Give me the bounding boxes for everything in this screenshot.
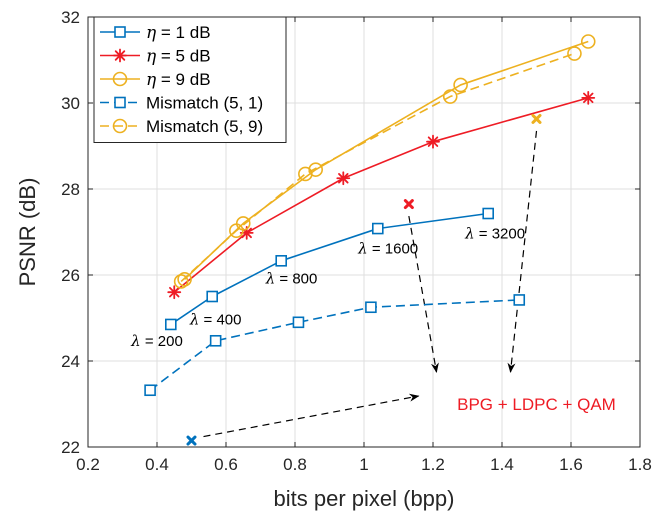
data-point: [275, 255, 288, 267]
lambda-value: = 400: [199, 311, 241, 328]
y-tick-label: 26: [61, 266, 80, 285]
data-point: [426, 134, 440, 149]
lambda-symbol: λ: [130, 332, 141, 350]
data-point: [581, 90, 596, 105]
legend-label: Mismatch (5, 9): [146, 117, 263, 136]
axis-ticks: 0.2 0.4 0.6 0.8 1 1.2 1.4 1.6 1.8 22 24 26 28 30 32: [61, 8, 652, 474]
legend-text: Mismatch (5, 1): [146, 94, 263, 113]
legend-entry: η = 5 dB: [100, 47, 211, 67]
lambda-label: λ = 200: [130, 332, 183, 350]
x-tick-label: 0.2: [76, 455, 100, 474]
annotation-arrow: [408, 215, 439, 373]
data-point: [365, 301, 377, 314]
data-point: [209, 334, 222, 347]
x-axis-label: bits per pixel (bpp): [274, 486, 455, 511]
data-point: [371, 222, 384, 235]
bpg-ldpc-qam-label: BPG + LDPC + QAM: [457, 395, 616, 414]
legend-symbol: η: [146, 70, 157, 90]
y-tick-label: 24: [61, 352, 80, 371]
series-1: [165, 207, 495, 331]
legend-entry: η = 9 dB: [100, 70, 211, 90]
data-point: [336, 171, 351, 186]
lambda-label: λ = 3200: [464, 224, 525, 242]
x-tick-label: 1.8: [628, 455, 652, 474]
legend-text: = 1 dB: [156, 23, 210, 42]
lambda-value: = 800: [275, 271, 317, 288]
lambda-symbol: λ: [464, 224, 475, 242]
y-tick-label: 22: [61, 438, 80, 457]
data-point: [453, 77, 468, 93]
legend-marker: [112, 118, 128, 134]
bpg-points: [186, 113, 542, 446]
x-tick-label: 0.6: [214, 455, 238, 474]
x-tick-label: 1.6: [559, 455, 583, 474]
data-point: [292, 316, 305, 329]
bpg-point: [186, 435, 197, 446]
annotation-arrow: [203, 393, 420, 438]
legend-text: = 9 dB: [156, 70, 210, 89]
x-tick-label: 1.4: [490, 455, 514, 474]
lambda-value: = 3200: [475, 225, 525, 242]
legend-text: Mismatch (5, 9): [146, 117, 263, 136]
data-point: [298, 166, 313, 182]
legend-marker: [114, 96, 126, 109]
y-axis-label: PSNR (dB): [15, 178, 40, 287]
legend-entry: Mismatch (5, 1): [100, 94, 263, 113]
legend-marker: [112, 71, 128, 87]
legend-label: Mismatch (5, 1): [146, 94, 263, 113]
bpg-point: [403, 199, 414, 210]
bpg-point: [531, 113, 542, 124]
data-point: [165, 318, 177, 331]
legend-entry: η = 1 dB: [100, 23, 211, 43]
x-tick-label: 0.8: [283, 455, 307, 474]
data-point: [229, 223, 244, 239]
lambda-symbol: λ: [357, 240, 368, 258]
legend-marker: [114, 26, 126, 38]
data-point: [567, 46, 582, 61]
legend-label: η = 1 dB: [146, 23, 211, 43]
lambda-label: λ = 800: [265, 270, 318, 288]
series-group: [144, 34, 596, 397]
series-5: [173, 46, 582, 289]
y-tick-label: 30: [61, 94, 80, 113]
legend-marker: [113, 48, 127, 63]
legend-symbol: η: [146, 23, 157, 43]
lambda-label: λ = 1600: [357, 240, 418, 258]
legend-text: = 5 dB: [156, 47, 210, 66]
series-4: [144, 294, 526, 397]
lambda-label: λ = 400: [189, 310, 242, 328]
y-tick-label: 32: [61, 8, 80, 27]
data-point: [206, 290, 218, 303]
x-tick-label: 1: [359, 455, 368, 474]
annotation-arrow: [507, 130, 538, 373]
legend-label: η = 5 dB: [146, 47, 211, 67]
data-point: [442, 89, 458, 104]
x-tick-label: 0.4: [145, 455, 169, 474]
annotation-arrows: [203, 130, 538, 438]
lambda-symbol: λ: [189, 310, 200, 328]
data-point: [513, 294, 526, 306]
data-point: [167, 285, 182, 300]
lambda-symbol: λ: [265, 270, 276, 288]
series-line: [180, 52, 575, 283]
data-point: [580, 34, 596, 49]
series-line: [170, 212, 489, 326]
data-point: [173, 274, 189, 289]
data-point: [177, 271, 192, 287]
data-point: [144, 384, 156, 397]
x-tick-label: 1.2: [421, 455, 445, 474]
lambda-value: = 200: [141, 333, 183, 350]
y-tick-label: 28: [61, 180, 80, 199]
data-point: [482, 207, 495, 220]
lambda-value: = 1600: [368, 241, 418, 258]
legend-symbol: η: [146, 47, 157, 67]
legend-label: η = 9 dB: [146, 70, 211, 90]
legend-entry: Mismatch (5, 9): [100, 117, 263, 136]
